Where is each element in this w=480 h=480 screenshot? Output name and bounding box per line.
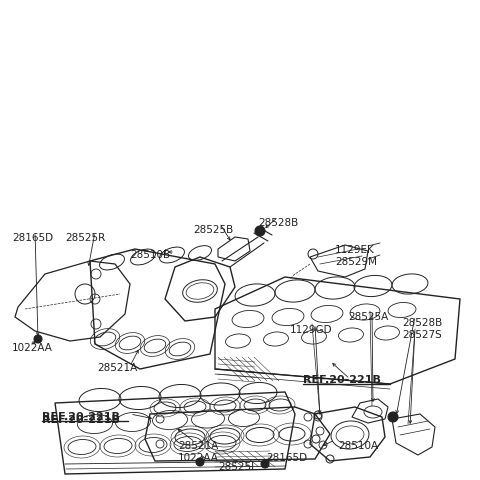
- Text: 1129GD: 1129GD: [290, 324, 333, 334]
- Text: 28525A: 28525A: [348, 312, 388, 321]
- Text: 1022AA: 1022AA: [178, 452, 219, 462]
- Circle shape: [34, 336, 42, 343]
- Text: 28525R: 28525R: [65, 232, 105, 242]
- Text: 28165D: 28165D: [266, 452, 307, 462]
- Text: 28525B: 28525B: [193, 225, 233, 235]
- Text: 28521A: 28521A: [178, 440, 218, 450]
- Text: 28510B: 28510B: [130, 250, 170, 260]
- Text: 28528B: 28528B: [402, 317, 442, 327]
- Text: 28510A: 28510A: [338, 440, 378, 450]
- Text: 1129EK: 1129EK: [335, 244, 375, 254]
- Text: 28521A: 28521A: [97, 362, 137, 372]
- Text: 1022AA: 1022AA: [12, 342, 53, 352]
- Circle shape: [261, 460, 269, 468]
- Text: 28528B: 28528B: [258, 217, 298, 228]
- Text: 28529M: 28529M: [335, 256, 377, 266]
- Text: 28165D: 28165D: [12, 232, 53, 242]
- Text: 28525L: 28525L: [218, 461, 257, 471]
- Circle shape: [196, 458, 204, 466]
- Text: REF.20-221B: REF.20-221B: [42, 411, 120, 421]
- Circle shape: [255, 227, 265, 237]
- Circle shape: [388, 412, 398, 422]
- Text: REF.20-221B: REF.20-221B: [42, 414, 120, 424]
- Text: 28527S: 28527S: [402, 329, 442, 339]
- Text: REF.20-221B: REF.20-221B: [303, 374, 381, 384]
